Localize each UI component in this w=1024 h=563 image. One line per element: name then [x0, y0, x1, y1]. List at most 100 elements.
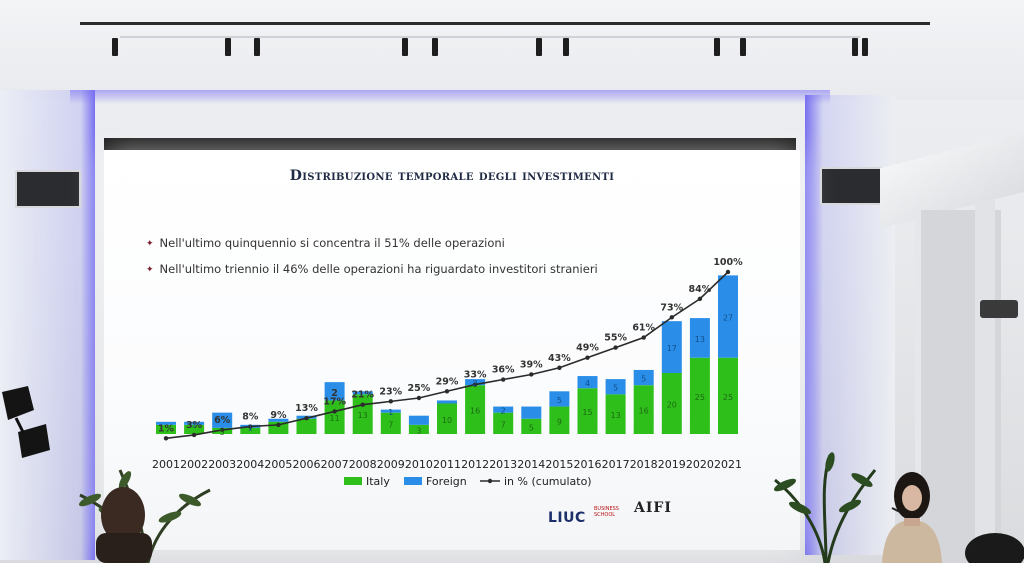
- bar-italy: [324, 400, 345, 434]
- bar-foreign: [324, 382, 345, 401]
- bar-italy: [493, 412, 514, 434]
- legend-foreign-label: Foreign: [426, 475, 467, 488]
- cumulative-point: [641, 335, 646, 340]
- x-tick-label: 2019: [658, 458, 686, 471]
- legend-italy-label: Italy: [366, 475, 390, 488]
- bar-italy-label: 25: [723, 393, 733, 402]
- x-tick-label: 2016: [574, 458, 602, 471]
- bar-foreign: [380, 409, 401, 413]
- audience-member: [96, 487, 152, 563]
- wall-speaker-left: [15, 170, 81, 208]
- bar-foreign: [605, 379, 626, 395]
- cumulative-point: [191, 432, 197, 438]
- bar-foreign-label: 1: [248, 423, 253, 432]
- lighting-track: [80, 22, 930, 25]
- spotlight: [402, 38, 408, 56]
- bar-foreign-label: 17: [667, 344, 677, 353]
- bullet-text: Nell'ultimo triennio il 46% delle operaz…: [159, 262, 598, 276]
- x-tick-label: 2011: [433, 458, 461, 471]
- legend-line-marker: [487, 478, 493, 484]
- bullet-diamond-icon: ✦: [146, 239, 154, 249]
- cumulative-label: 1%: [158, 423, 175, 434]
- bar-foreign-label: 13: [695, 335, 705, 344]
- bar-italy-label: 15: [582, 408, 592, 417]
- cumulative-label: 100%: [713, 257, 743, 268]
- x-tick-label: 2006: [293, 458, 321, 471]
- liuc-logo-subtitle: BUSINESS SCHOOL: [594, 506, 619, 518]
- bar-italy: [296, 418, 317, 434]
- cumulative-point: [529, 372, 534, 377]
- cumulative-point: [360, 402, 365, 407]
- bullet-point: ✦ Nell'ultimo quinquennio si concentra il…: [146, 236, 505, 250]
- x-tick-label: 2002: [180, 458, 208, 471]
- cumulative-label: 29%: [436, 376, 459, 387]
- extra-label: 2: [331, 388, 338, 399]
- bar-italy-label: 3: [416, 426, 421, 435]
- bar-italy-label: 5: [529, 423, 534, 432]
- x-tick-label: 2005: [264, 458, 292, 471]
- spotlight: [740, 38, 746, 56]
- x-tick-label: 2010: [405, 458, 433, 471]
- spotlight: [536, 38, 542, 56]
- cumulative-label: 33%: [464, 370, 487, 381]
- x-tick-label: 2017: [602, 458, 630, 471]
- spotlight: [225, 38, 231, 56]
- bar-italy-label: 11: [330, 414, 340, 423]
- projector-screen-top-bar: [104, 138, 796, 152]
- cumulative-label: 8%: [242, 412, 259, 423]
- cumulative-label: 17%: [323, 396, 346, 407]
- bar-italy-label: 7: [388, 420, 393, 429]
- x-tick-label: 2015: [545, 458, 573, 471]
- bullet-text: Nell'ultimo quinquennio si concentra il …: [159, 236, 505, 250]
- bar-italy: [689, 357, 710, 434]
- legend-foreign-swatch: [404, 477, 422, 485]
- cumulative-label: 55%: [604, 333, 627, 344]
- x-tick-label: 2003: [208, 458, 236, 471]
- stage-lamp: [2, 386, 50, 458]
- x-tick-label: 2004: [236, 458, 264, 471]
- bar-italy: [605, 394, 626, 434]
- cumulative-label: 36%: [492, 365, 515, 376]
- cumulative-label: 23%: [379, 386, 402, 397]
- bar-foreign: [633, 369, 654, 386]
- legend-line-label: in % (cumulato): [504, 475, 592, 488]
- cumulative-point: [163, 436, 169, 441]
- bar-foreign: [408, 415, 429, 425]
- cumulative-point: [220, 427, 225, 433]
- wall-speaker-right: [820, 167, 886, 205]
- bar-italy-label: 13: [358, 411, 368, 420]
- spotlight: [563, 38, 569, 56]
- bar-italy: [718, 357, 738, 434]
- cumulative-label: 9%: [270, 410, 287, 421]
- bar-foreign-label: 4: [585, 379, 590, 388]
- x-tick-label: 2007: [321, 458, 349, 471]
- bar-foreign-label: 27: [723, 314, 733, 323]
- bar-italy-label: 25: [695, 393, 705, 402]
- bar-foreign: [352, 391, 373, 395]
- bar-foreign: [465, 379, 486, 386]
- cumulative-point: [501, 377, 506, 382]
- cumulative-label: 43%: [548, 353, 571, 364]
- cumulative-point: [613, 345, 618, 350]
- bar-italy: [408, 424, 429, 434]
- plant-right: [773, 452, 877, 563]
- x-tick-label: 2020: [686, 458, 714, 471]
- bar-foreign-label: 5: [613, 384, 618, 393]
- presentation-slide: Distribuzione temporale degli investimen…: [104, 150, 800, 550]
- cumulative-point: [388, 399, 393, 404]
- x-tick-label: 2009: [377, 458, 405, 471]
- liuc-logo: LIUC: [548, 510, 586, 526]
- bar-foreign: [661, 321, 682, 373]
- bar-italy: [156, 424, 176, 434]
- bar-italy-label: 13: [611, 411, 621, 420]
- bar-foreign: [184, 421, 205, 425]
- bar-italy: [549, 406, 570, 434]
- bar-foreign: [718, 275, 738, 358]
- bar-foreign: [268, 418, 289, 422]
- bar-italy-label: 10: [442, 416, 452, 425]
- cumulative-point: [697, 296, 703, 302]
- bar-foreign: [437, 400, 457, 404]
- x-tick-label: 2012: [461, 458, 489, 471]
- slide-title: Distribuzione temporale degli investimen…: [289, 168, 615, 184]
